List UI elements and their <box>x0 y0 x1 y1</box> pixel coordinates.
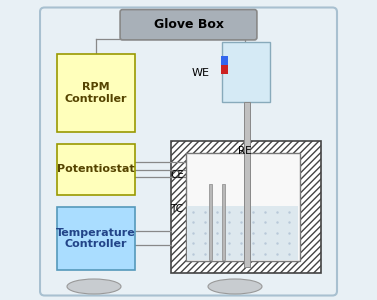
Ellipse shape <box>208 279 262 294</box>
FancyBboxPatch shape <box>120 10 257 40</box>
Bar <box>185 153 299 261</box>
Text: Glove Box: Glove Box <box>153 18 224 31</box>
Text: WE: WE <box>192 68 210 79</box>
Bar <box>187 206 298 260</box>
Text: TC: TC <box>170 203 184 214</box>
FancyBboxPatch shape <box>40 8 337 296</box>
Bar <box>222 42 270 102</box>
Text: Temperature
Controller: Temperature Controller <box>56 228 135 249</box>
Text: Potentiostat: Potentiostat <box>57 164 134 175</box>
Bar <box>221 56 227 64</box>
Text: CE: CE <box>170 170 184 181</box>
Bar <box>170 141 320 273</box>
Ellipse shape <box>67 279 121 294</box>
Text: RE: RE <box>238 146 251 157</box>
Bar <box>57 144 135 195</box>
Bar <box>57 54 135 132</box>
Bar <box>221 65 227 74</box>
Bar <box>57 207 135 270</box>
Bar <box>210 184 213 260</box>
Bar <box>244 102 250 267</box>
Bar <box>222 184 224 260</box>
Text: RPM
Controller: RPM Controller <box>64 82 127 104</box>
